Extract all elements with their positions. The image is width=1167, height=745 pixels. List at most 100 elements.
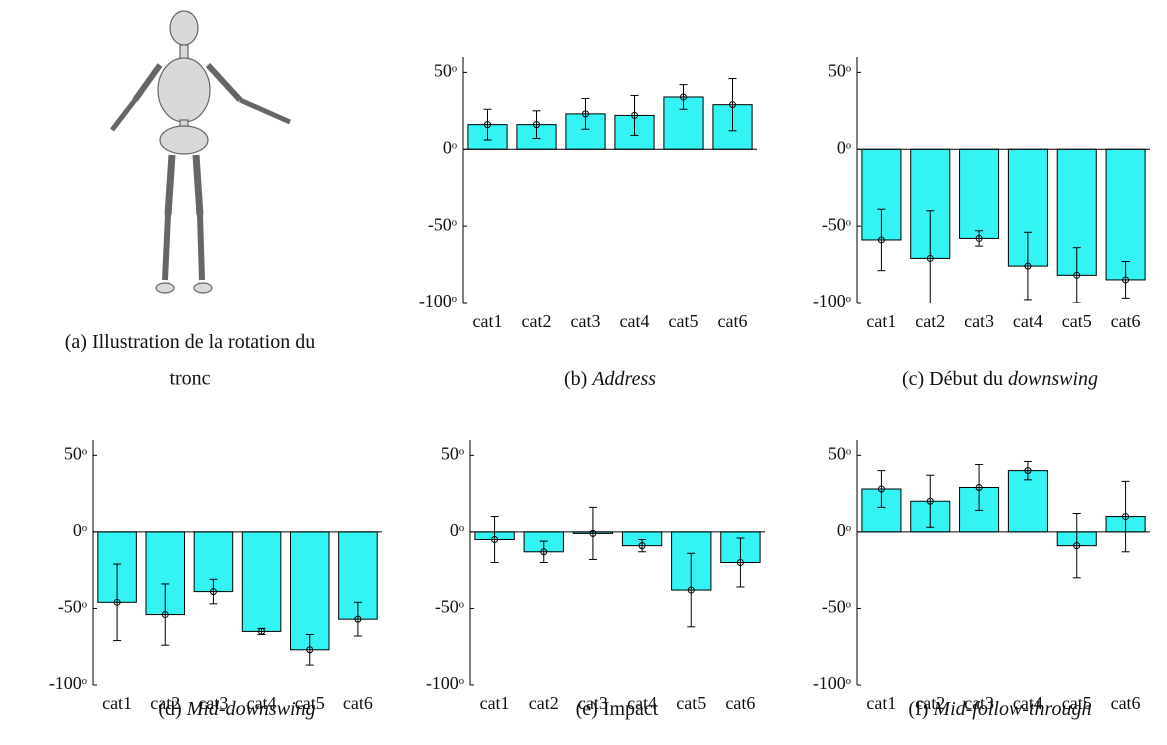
caption: (d) Mid-downswing: [158, 698, 315, 720]
error-bar: [581, 98, 590, 130]
mean-marker: [680, 93, 687, 101]
y-tick-label: 50ᵒ: [434, 61, 457, 81]
caption-label: (a): [65, 331, 87, 353]
y-tick-label: 50ᵒ: [64, 443, 87, 463]
plot-area: [474, 506, 761, 628]
y-tick-label: 0ᵒ: [837, 520, 851, 540]
skeleton-illustration: [110, 10, 292, 294]
mean-marker: [161, 611, 169, 619]
caption: (f) Mid-follow-through: [908, 698, 1091, 720]
mean-marker: [1073, 542, 1081, 550]
plot-area: [97, 531, 378, 666]
caption-emphasis: downswing: [1008, 368, 1098, 390]
mean-marker: [877, 485, 885, 493]
mean-marker: [533, 121, 540, 129]
x-tick-label: cat2: [915, 311, 945, 331]
caption-a-line2: tronc: [169, 368, 210, 390]
caption-a-line1: (a) Illustration de la rotation du: [65, 331, 315, 353]
mean-marker: [306, 646, 314, 654]
x-tick-label: cat1: [102, 693, 132, 713]
mean-marker: [354, 615, 362, 623]
caption-text: Début du: [929, 368, 1003, 390]
error-bar: [926, 474, 935, 528]
error-bar: [483, 108, 492, 141]
error-bar: [353, 601, 362, 637]
y-tick-label: -50ᵒ: [435, 597, 464, 617]
error-bar: [728, 78, 737, 132]
x-tick-label: cat6: [725, 693, 755, 713]
mean-marker: [491, 536, 499, 544]
error-bar: [630, 94, 639, 136]
x-tick-label: cat3: [571, 311, 601, 331]
error-bar: [588, 506, 597, 560]
error-bar: [490, 516, 499, 563]
error-bar: [1072, 513, 1081, 579]
x-tick-label: cat4: [1013, 693, 1043, 713]
error-bar: [638, 539, 647, 553]
y-tick-label: 0ᵒ: [73, 520, 87, 540]
mean-marker: [1024, 262, 1032, 270]
error-bar: [209, 578, 218, 605]
error-bar: [926, 210, 935, 303]
y-tick-label: -100ᵒ: [426, 673, 464, 693]
error-bar: [1023, 231, 1032, 301]
mean-marker: [582, 110, 589, 118]
x-tick-label: cat2: [150, 693, 180, 713]
caption-emphasis: Mid-follow-through: [932, 698, 1091, 720]
mean-marker: [631, 111, 638, 119]
chart-panel: -100ᵒ -50ᵒ 0ᵒ 50ᵒ cat1 cat2 cat3 cat4 cat5 cat6 (d…: [49, 440, 382, 720]
x-tick-label: cat4: [620, 311, 650, 331]
x-tick-label: cat5: [295, 693, 325, 713]
error-bar: [532, 110, 541, 139]
error-bar: [975, 464, 984, 511]
mean-marker: [926, 497, 934, 505]
y-tick-label: -50ᵒ: [58, 597, 87, 617]
y-tick-label: 50ᵒ: [828, 61, 851, 81]
y-tick-label: 50ᵒ: [828, 443, 851, 463]
error-bar: [877, 470, 886, 508]
caption-text: Illustration de la rotation du: [92, 331, 315, 353]
chart-panel: -100ᵒ -50ᵒ 0ᵒ 50ᵒ cat1 cat2 cat3 cat4 cat5 cat6 (f…: [813, 440, 1150, 720]
x-tick-label: cat6: [343, 693, 373, 713]
y-tick-label: -100ᵒ: [419, 291, 457, 311]
caption: (e) Impact: [576, 698, 659, 720]
x-tick-label: cat1: [866, 311, 896, 331]
bar: [959, 148, 1000, 239]
y-tick-label: -100ᵒ: [813, 291, 851, 311]
mean-marker: [1122, 513, 1130, 521]
bar: [241, 531, 282, 632]
chart-panel: -100ᵒ -50ᵒ 0ᵒ 50ᵒ cat1 cat2 cat3 cat4 cat5 cat6 (b…: [419, 57, 757, 390]
x-tick-label: cat3: [198, 693, 228, 713]
x-tick-label: cat2: [915, 693, 945, 713]
error-bar: [113, 563, 122, 642]
plot-area: [467, 78, 753, 150]
x-tick-label: cat2: [522, 311, 552, 331]
caption-label: (f): [908, 698, 928, 720]
mean-marker: [1073, 271, 1081, 279]
caption: (b) Address: [564, 368, 656, 390]
mean-marker: [589, 529, 597, 537]
x-tick-label: cat4: [247, 693, 277, 713]
y-tick-label: -50ᵒ: [822, 597, 851, 617]
x-tick-label: cat4: [627, 693, 657, 713]
y-tick-label: 0ᵒ: [443, 137, 457, 157]
caption-label: (c): [902, 368, 924, 390]
mean-marker: [540, 548, 548, 556]
x-tick-label: cat2: [529, 693, 559, 713]
y-tick-label: -50ᵒ: [428, 214, 457, 234]
y-tick-label: -100ᵒ: [813, 673, 851, 693]
error-bar: [1121, 260, 1130, 299]
caption: (c) Début du downswing: [902, 368, 1098, 390]
error-bar: [1023, 460, 1032, 481]
x-tick-label: cat6: [1111, 693, 1141, 713]
mean-marker: [1024, 467, 1032, 475]
mean-marker: [729, 101, 736, 109]
y-tick-label: -100ᵒ: [49, 673, 87, 693]
x-tick-label: cat6: [1111, 311, 1141, 331]
caption-label: (d): [158, 698, 181, 720]
x-tick-label: cat1: [473, 311, 503, 331]
mean-marker: [258, 627, 266, 635]
y-tick-label: 0ᵒ: [450, 520, 464, 540]
error-bar: [257, 627, 266, 635]
x-tick-label: cat6: [718, 311, 748, 331]
